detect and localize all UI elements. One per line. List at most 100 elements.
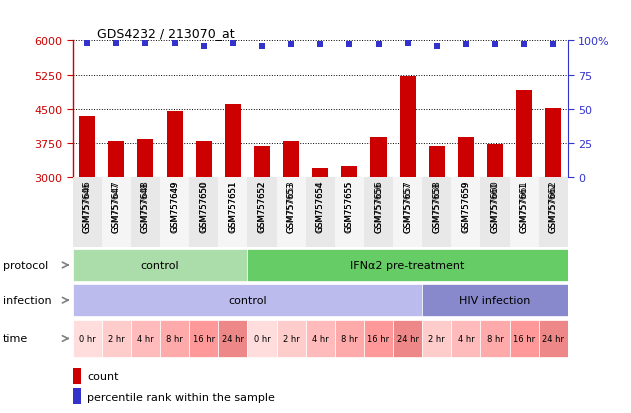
Bar	[276, 178, 305, 248]
Bar	[247, 178, 276, 248]
Text: GSM757662: GSM757662	[549, 180, 558, 233]
Text: 24 hr: 24 hr	[222, 334, 244, 343]
Text: 2 hr: 2 hr	[283, 334, 300, 343]
Text: count: count	[88, 371, 119, 381]
Text: 16 hr: 16 hr	[513, 334, 535, 343]
Text: protocol: protocol	[3, 260, 49, 271]
Bar	[545, 109, 562, 178]
Bar	[160, 178, 189, 248]
Bar	[341, 166, 357, 178]
Text: GSM757659: GSM757659	[461, 181, 471, 232]
Text: GSM757657: GSM757657	[403, 180, 412, 233]
Point	[345, 42, 355, 49]
Text: 8 hr: 8 hr	[166, 334, 183, 343]
Bar	[276, 320, 305, 357]
Text: GSM757652: GSM757652	[257, 180, 266, 233]
Text: GSM757657: GSM757657	[403, 181, 412, 232]
Text: GSM757649: GSM757649	[170, 180, 179, 232]
Bar	[335, 178, 364, 248]
Text: GSM757655: GSM757655	[345, 181, 354, 232]
Point	[374, 42, 384, 49]
Bar	[510, 178, 539, 248]
Point	[519, 42, 529, 49]
Point	[490, 42, 500, 49]
Text: GSM757651: GSM757651	[228, 180, 237, 233]
Bar	[79, 116, 95, 178]
Bar	[370, 138, 387, 178]
Text: 2 hr: 2 hr	[428, 334, 445, 343]
Point	[315, 42, 326, 49]
Bar	[247, 249, 568, 281]
Point	[140, 41, 150, 47]
Bar	[196, 142, 211, 178]
Point	[228, 41, 238, 47]
Text: 24 hr: 24 hr	[542, 334, 564, 343]
Bar	[73, 388, 81, 404]
Bar	[364, 178, 393, 248]
Text: GSM757648: GSM757648	[141, 181, 150, 232]
Point	[199, 43, 209, 50]
Text: time: time	[3, 334, 28, 344]
Bar	[138, 140, 153, 178]
Bar	[283, 142, 299, 178]
Text: 2 hr: 2 hr	[108, 334, 125, 343]
Bar	[451, 178, 480, 248]
Text: 0 hr: 0 hr	[79, 334, 95, 343]
Text: GSM757647: GSM757647	[112, 181, 121, 232]
Bar	[225, 105, 241, 178]
Bar	[247, 320, 276, 357]
Bar	[160, 320, 189, 357]
Text: 8 hr: 8 hr	[341, 334, 358, 343]
Bar	[73, 285, 422, 316]
Point	[257, 43, 267, 50]
Text: GSM757656: GSM757656	[374, 180, 383, 233]
Point	[461, 42, 471, 49]
Text: GSM757653: GSM757653	[286, 181, 295, 232]
Bar	[480, 320, 510, 357]
Bar	[73, 178, 102, 248]
Text: GSM757654: GSM757654	[316, 181, 325, 232]
Text: GSM757661: GSM757661	[520, 181, 529, 232]
Text: GSM757652: GSM757652	[257, 181, 266, 232]
Bar	[73, 249, 247, 281]
Text: 16 hr: 16 hr	[367, 334, 389, 343]
Text: GSM757662: GSM757662	[549, 181, 558, 232]
Text: GSM757654: GSM757654	[316, 180, 325, 233]
Text: GSM757660: GSM757660	[490, 180, 500, 233]
Text: GSM757655: GSM757655	[345, 180, 354, 233]
Bar	[510, 320, 539, 357]
Bar	[102, 178, 131, 248]
Text: infection: infection	[3, 295, 52, 306]
Text: GSM757658: GSM757658	[432, 180, 441, 233]
Text: GSM757650: GSM757650	[199, 180, 208, 233]
Text: GSM757650: GSM757650	[199, 181, 208, 232]
Text: GSM757649: GSM757649	[170, 181, 179, 232]
Bar	[189, 178, 218, 248]
Bar	[393, 320, 422, 357]
Bar	[480, 178, 510, 248]
Text: 4 hr: 4 hr	[312, 334, 329, 343]
Point	[286, 42, 296, 49]
Bar	[109, 141, 124, 178]
Bar	[305, 320, 335, 357]
Bar	[516, 91, 532, 178]
Bar	[422, 285, 568, 316]
Text: GSM757653: GSM757653	[286, 180, 295, 233]
Text: HIV infection: HIV infection	[459, 295, 531, 306]
Bar	[102, 320, 131, 357]
Bar	[312, 169, 328, 178]
Bar	[189, 320, 218, 357]
Text: GSM757659: GSM757659	[461, 180, 471, 232]
Bar	[167, 112, 182, 178]
Point	[82, 41, 92, 47]
Text: GSM757660: GSM757660	[490, 181, 500, 232]
Bar	[73, 368, 81, 384]
Text: GSM757647: GSM757647	[112, 180, 121, 233]
Text: 4 hr: 4 hr	[137, 334, 154, 343]
Text: GSM757651: GSM757651	[228, 181, 237, 232]
Bar	[429, 147, 445, 178]
Text: 24 hr: 24 hr	[397, 334, 418, 343]
Bar	[335, 320, 364, 357]
Bar	[399, 77, 416, 178]
Text: 8 hr: 8 hr	[487, 334, 504, 343]
